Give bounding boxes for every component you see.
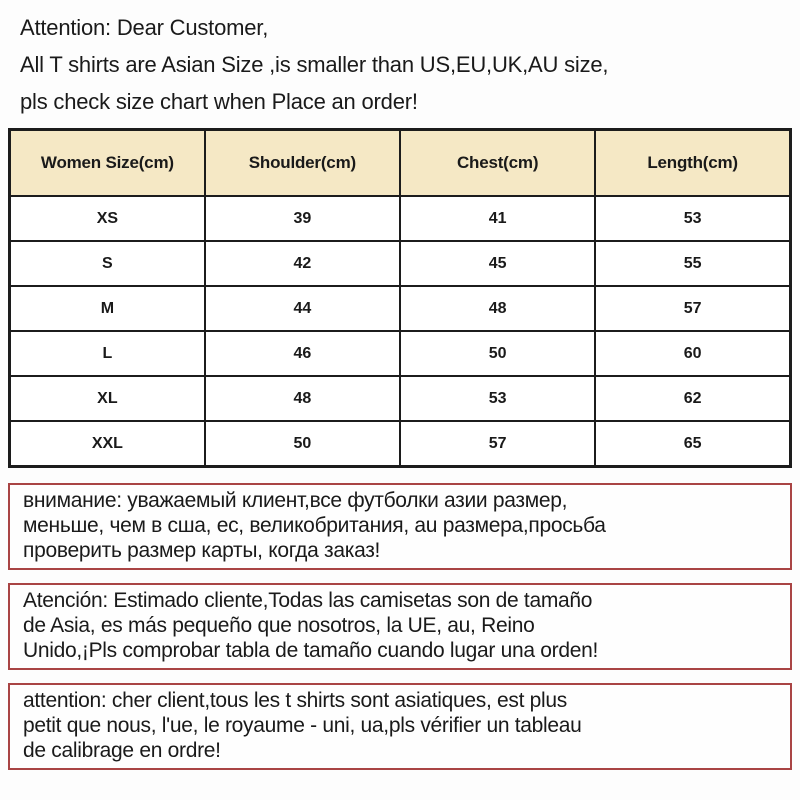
attention-header-text: Attention: Dear Customer, All T shirts a… <box>20 15 609 114</box>
table-header-row: Women Size(cm) Shoulder(cm) Chest(cm) Le… <box>8 128 792 197</box>
chest-value: 57 <box>398 420 597 468</box>
col-header-women-size: Women Size(cm) <box>8 128 206 197</box>
col-header-shoulder: Shoulder(cm) <box>203 128 402 197</box>
size-table-body: XS 39 41 53 S 42 45 55 M 44 48 57 L 46 5… <box>8 195 792 468</box>
shoulder-value: 46 <box>203 330 402 377</box>
shoulder-value: 44 <box>203 285 402 332</box>
length-value: 57 <box>594 285 792 332</box>
size-label: S <box>8 240 206 287</box>
chest-value: 45 <box>398 240 597 287</box>
size-label: XL <box>8 375 206 422</box>
length-value: 65 <box>594 420 792 468</box>
chest-value: 53 <box>398 375 597 422</box>
size-label: XXL <box>8 420 206 468</box>
chest-value: 50 <box>398 330 597 377</box>
length-value: 55 <box>594 240 792 287</box>
table-row-l: L 46 50 60 <box>8 330 792 377</box>
size-table: Women Size(cm) Shoulder(cm) Chest(cm) Le… <box>8 128 792 468</box>
size-label: L <box>8 330 206 377</box>
size-label: M <box>8 285 206 332</box>
notice-spanish: Atención: Estimado cliente,Todas las cam… <box>8 583 792 670</box>
shoulder-value: 42 <box>203 240 402 287</box>
length-value: 62 <box>594 375 792 422</box>
shoulder-value: 39 <box>203 195 402 242</box>
chest-value: 48 <box>398 285 597 332</box>
length-value: 60 <box>594 330 792 377</box>
col-header-chest: Chest(cm) <box>398 128 597 197</box>
chest-value: 41 <box>398 195 597 242</box>
table-row-s: S 42 45 55 <box>8 240 792 287</box>
table-row-xl: XL 48 53 62 <box>8 375 792 422</box>
table-row-xxl: XXL 50 57 65 <box>8 420 792 468</box>
shoulder-value: 48 <box>203 375 402 422</box>
shoulder-value: 50 <box>203 420 402 468</box>
length-value: 53 <box>594 195 792 242</box>
notice-french: attention: cher client,tous les t shirts… <box>8 683 792 770</box>
size-table-header: Women Size(cm) Shoulder(cm) Chest(cm) Le… <box>8 128 792 197</box>
notice-russian: внимание: уважаемый клиент,все футболки … <box>8 483 792 570</box>
size-label: XS <box>8 195 206 242</box>
table-row-xs: XS 39 41 53 <box>8 195 792 242</box>
col-header-length: Length(cm) <box>594 128 792 197</box>
table-row-m: M 44 48 57 <box>8 285 792 332</box>
